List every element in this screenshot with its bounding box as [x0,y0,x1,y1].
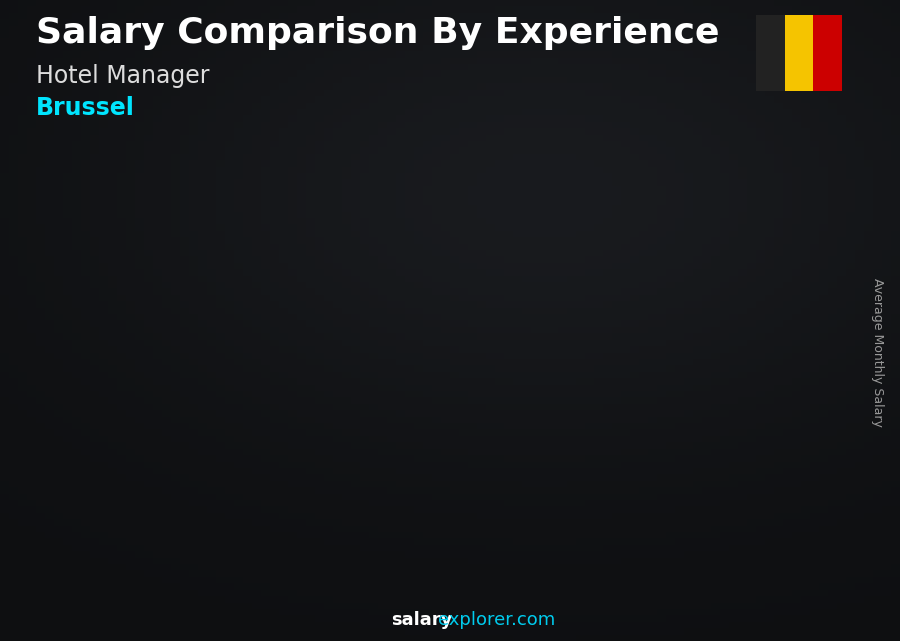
Polygon shape [144,426,157,564]
Text: explorer.com: explorer.com [438,612,555,629]
Text: 11,300 EUR: 11,300 EUR [325,274,414,289]
Text: 7,670 EUR: 7,670 EUR [201,362,281,377]
Text: Average Monthly Salary: Average Monthly Salary [871,278,884,427]
Polygon shape [326,292,413,297]
Text: salary: salary [392,612,453,629]
Bar [756,15,785,91]
Text: 5,740 EUR: 5,740 EUR [73,408,153,423]
Text: Brussel: Brussel [36,96,135,120]
Text: +22%: +22% [389,157,465,181]
Text: Salary Comparison By Experience: Salary Comparison By Experience [36,16,719,50]
Text: 16,300 EUR: 16,300 EUR [709,153,798,169]
Bar [197,383,272,564]
Polygon shape [785,171,797,564]
Bar [785,15,813,91]
Text: Hotel Manager: Hotel Manager [36,64,210,88]
Bar [326,297,400,564]
Bar [710,179,785,564]
Polygon shape [454,231,541,238]
Polygon shape [656,199,669,564]
Bar [69,429,144,564]
Polygon shape [582,199,669,208]
Bar [454,238,528,564]
Text: 15,100 EUR: 15,100 EUR [580,183,670,197]
Bar [813,15,842,91]
Polygon shape [197,379,284,383]
Text: 13,800 EUR: 13,800 EUR [453,213,542,229]
Polygon shape [710,171,797,179]
Polygon shape [69,426,157,429]
Bar [582,208,656,564]
Text: +9%: +9% [525,135,585,159]
Text: +34%: +34% [132,301,209,326]
Text: +8%: +8% [653,115,713,140]
Polygon shape [272,379,284,564]
Polygon shape [400,292,413,564]
Text: +48%: +48% [261,207,337,231]
Polygon shape [528,231,541,564]
